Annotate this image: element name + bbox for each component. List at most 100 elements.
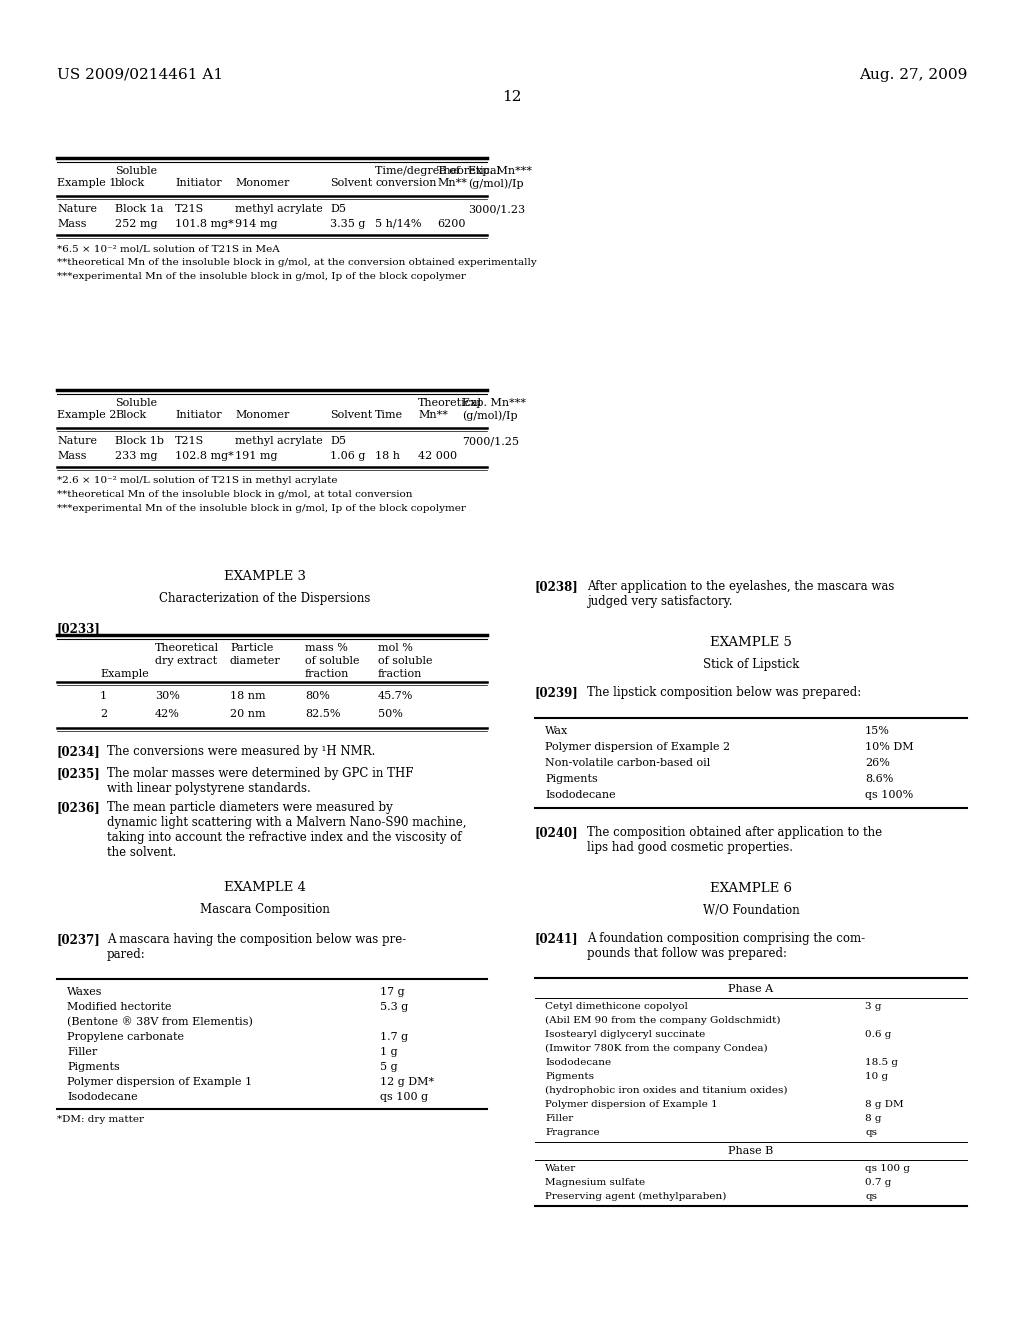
Text: EXAMPLE 6: EXAMPLE 6 [710,882,792,895]
Text: Filler: Filler [545,1114,573,1123]
Text: 26%: 26% [865,758,890,768]
Text: block: block [115,178,145,187]
Text: [0233]: [0233] [57,622,101,635]
Text: Isododecane: Isododecane [67,1092,137,1102]
Text: 17 g: 17 g [380,987,404,997]
Text: Preserving agent (methylparaben): Preserving agent (methylparaben) [545,1192,726,1201]
Text: Time/degree of: Time/degree of [375,166,460,176]
Text: methyl acrylate: methyl acrylate [234,205,323,214]
Text: D5: D5 [330,436,346,446]
Text: 18 h: 18 h [375,451,400,461]
Text: Polymer dispersion of Example 1: Polymer dispersion of Example 1 [545,1100,718,1109]
Text: Theoretical: Theoretical [155,643,219,653]
Text: Pigments: Pigments [67,1063,120,1072]
Text: 101.8 mg*: 101.8 mg* [175,219,233,228]
Text: [0234]: [0234] [57,744,100,758]
Text: Soluble: Soluble [115,166,157,176]
Text: EXAMPLE 4: EXAMPLE 4 [224,880,306,894]
Text: Mass: Mass [57,451,86,461]
Text: 10 g: 10 g [865,1072,888,1081]
Text: qs: qs [865,1129,877,1137]
Text: qs 100 g: qs 100 g [380,1092,428,1102]
Text: Particle: Particle [230,643,273,653]
Text: [0236]: [0236] [57,801,100,814]
Text: ***experimental Mn of the insoluble block in g/mol, Ip of the block copolymer: ***experimental Mn of the insoluble bloc… [57,504,466,513]
Text: 42%: 42% [155,709,180,719]
Text: 0.6 g: 0.6 g [865,1030,891,1039]
Text: 191 mg: 191 mg [234,451,278,461]
Text: A mascara having the composition below was pre-
pared:: A mascara having the composition below w… [106,933,407,961]
Text: Stick of Lipstick: Stick of Lipstick [702,657,799,671]
Text: Soluble: Soluble [115,399,157,408]
Text: [0237]: [0237] [57,933,100,946]
Text: [0238]: [0238] [535,579,579,593]
Text: 10% DM: 10% DM [865,742,913,752]
Text: 1.06 g: 1.06 g [330,451,366,461]
Text: Isododecane: Isododecane [545,1059,611,1067]
Text: Waxes: Waxes [67,987,102,997]
Text: 12: 12 [502,90,522,104]
Text: 8 g DM: 8 g DM [865,1100,903,1109]
Text: Phase B: Phase B [728,1146,773,1156]
Text: 80%: 80% [305,690,330,701]
Text: Wax: Wax [545,726,568,737]
Text: The lipstick composition below was prepared:: The lipstick composition below was prepa… [587,686,861,700]
Text: diameter: diameter [230,656,281,667]
Text: conversion: conversion [375,178,436,187]
Text: *6.5 × 10⁻² mol/L solution of T21S in MeA: *6.5 × 10⁻² mol/L solution of T21S in Me… [57,244,280,253]
Text: 18.5 g: 18.5 g [865,1059,898,1067]
Text: 252 mg: 252 mg [115,219,158,228]
Text: Pigments: Pigments [545,774,598,784]
Text: Block 1b: Block 1b [115,436,164,446]
Text: EXAMPLE 3: EXAMPLE 3 [224,570,306,583]
Text: [0239]: [0239] [535,686,579,700]
Text: 2: 2 [100,709,108,719]
Text: Nature: Nature [57,436,97,446]
Text: 3 g: 3 g [865,1002,882,1011]
Text: 15%: 15% [865,726,890,737]
Text: The molar masses were determined by GPC in THF
with linear polystyrene standards: The molar masses were determined by GPC … [106,767,414,795]
Text: Isostearyl diglyceryl succinate: Isostearyl diglyceryl succinate [545,1030,706,1039]
Text: *DM: dry matter: *DM: dry matter [57,1115,144,1125]
Text: 82.5%: 82.5% [305,709,341,719]
Text: Block 1a: Block 1a [115,205,164,214]
Text: Monomer: Monomer [234,178,290,187]
Text: The composition obtained after application to the
lips had good cosmetic propert: The composition obtained after applicati… [587,826,882,854]
Text: T21S: T21S [175,205,204,214]
Text: 1.7 g: 1.7 g [380,1032,409,1041]
Text: Magnesium sulfate: Magnesium sulfate [545,1177,645,1187]
Text: 5.3 g: 5.3 g [380,1002,409,1012]
Text: 914 mg: 914 mg [234,219,278,228]
Text: 12 g DM*: 12 g DM* [380,1077,434,1086]
Text: W/O Foundation: W/O Foundation [702,904,800,917]
Text: T21S: T21S [175,436,204,446]
Text: Exp. Mn***: Exp. Mn*** [462,399,526,408]
Text: Characterization of the Dispersions: Characterization of the Dispersions [160,591,371,605]
Text: 6200: 6200 [437,219,466,228]
Text: (Imwitor 780K from the company Condea): (Imwitor 780K from the company Condea) [545,1044,768,1053]
Text: Theoretical: Theoretical [437,166,501,176]
Text: 8.6%: 8.6% [865,774,893,784]
Text: Nature: Nature [57,205,97,214]
Text: 7000/1.25: 7000/1.25 [462,436,519,446]
Text: 102.8 mg*: 102.8 mg* [175,451,233,461]
Text: Mn**: Mn** [418,411,447,420]
Text: **theoretical Mn of the insoluble block in g/mol, at total conversion: **theoretical Mn of the insoluble block … [57,490,413,499]
Text: Mass: Mass [57,219,86,228]
Text: Polymer dispersion of Example 1: Polymer dispersion of Example 1 [67,1077,252,1086]
Text: Initiator: Initiator [175,411,221,420]
Text: [0240]: [0240] [535,826,579,840]
Text: 1 g: 1 g [380,1047,397,1057]
Text: Modified hectorite: Modified hectorite [67,1002,171,1012]
Text: Propylene carbonate: Propylene carbonate [67,1032,184,1041]
Text: fraction: fraction [305,669,349,678]
Text: Fragrance: Fragrance [545,1129,600,1137]
Text: 18 nm: 18 nm [230,690,265,701]
Text: Polymer dispersion of Example 2: Polymer dispersion of Example 2 [545,742,730,752]
Text: (g/mol)/Ip: (g/mol)/Ip [468,178,523,189]
Text: Water: Water [545,1164,577,1173]
Text: dry extract: dry extract [155,656,217,667]
Text: of soluble: of soluble [305,656,359,667]
Text: Mn**: Mn** [437,178,467,187]
Text: Aug. 27, 2009: Aug. 27, 2009 [859,69,967,82]
